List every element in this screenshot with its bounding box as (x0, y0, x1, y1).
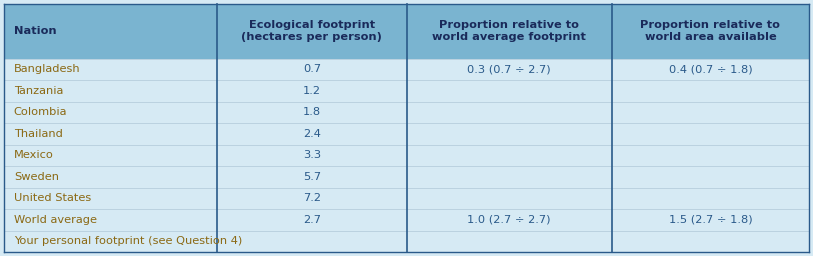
Bar (4, 166, 217, 187)
Text: Proportion relative to
world area available: Proportion relative to world area availa… (641, 20, 780, 42)
Bar (4, 187, 217, 209)
Text: 0.3 (0.7 ÷ 2.7): 0.3 (0.7 ÷ 2.7) (467, 64, 551, 74)
Bar (217, 230, 406, 252)
Text: 5.7: 5.7 (303, 172, 321, 182)
Bar (4, 59, 217, 80)
Text: 2.7: 2.7 (303, 215, 321, 225)
Bar (406, 230, 611, 252)
Bar (217, 102, 406, 123)
Bar (406, 187, 611, 209)
Bar (406, 123, 611, 145)
Bar (406, 209, 611, 230)
Text: United States: United States (14, 193, 91, 203)
Text: Sweden: Sweden (14, 172, 59, 182)
Text: Tanzania: Tanzania (14, 86, 63, 96)
Text: 0.4 (0.7 ÷ 1.8): 0.4 (0.7 ÷ 1.8) (668, 64, 752, 74)
Text: 1.2: 1.2 (303, 86, 321, 96)
Bar (217, 59, 406, 80)
Text: Colombia: Colombia (14, 107, 67, 117)
Bar (611, 145, 809, 166)
Bar (217, 4, 406, 59)
Bar (4, 209, 217, 230)
Text: 1.0 (2.7 ÷ 2.7): 1.0 (2.7 ÷ 2.7) (467, 215, 551, 225)
Bar (4, 4, 217, 59)
Bar (611, 80, 809, 102)
Bar (217, 123, 406, 145)
Bar (406, 4, 611, 59)
Text: Nation: Nation (14, 26, 56, 36)
Bar (611, 230, 809, 252)
Bar (406, 145, 611, 166)
Bar (4, 230, 217, 252)
Bar (611, 187, 809, 209)
Text: Your personal footprint (see Question 4): Your personal footprint (see Question 4) (14, 236, 242, 246)
Bar (406, 166, 611, 187)
Bar (406, 80, 611, 102)
Text: Thailand: Thailand (14, 129, 63, 139)
Bar (217, 166, 406, 187)
Text: Bangladesh: Bangladesh (14, 64, 80, 74)
Text: Proportion relative to
world average footprint: Proportion relative to world average foo… (433, 20, 586, 42)
Bar (4, 102, 217, 123)
Bar (217, 187, 406, 209)
Bar (611, 209, 809, 230)
Text: 1.8: 1.8 (303, 107, 321, 117)
Text: Ecological footprint
(hectares per person): Ecological footprint (hectares per perso… (241, 20, 382, 42)
Bar (4, 80, 217, 102)
Bar (611, 123, 809, 145)
Bar (611, 102, 809, 123)
Bar (217, 209, 406, 230)
Bar (217, 80, 406, 102)
Text: 1.5 (2.7 ÷ 1.8): 1.5 (2.7 ÷ 1.8) (668, 215, 752, 225)
Bar (217, 145, 406, 166)
Bar (611, 4, 809, 59)
Text: Mexico: Mexico (14, 150, 54, 160)
Bar (611, 166, 809, 187)
Bar (4, 145, 217, 166)
Text: 2.4: 2.4 (303, 129, 321, 139)
Text: 7.2: 7.2 (303, 193, 321, 203)
Bar (406, 102, 611, 123)
Text: 0.7: 0.7 (303, 64, 321, 74)
Bar (406, 59, 611, 80)
Text: 3.3: 3.3 (303, 150, 321, 160)
Text: World average: World average (14, 215, 97, 225)
Bar (611, 59, 809, 80)
Bar (4, 123, 217, 145)
